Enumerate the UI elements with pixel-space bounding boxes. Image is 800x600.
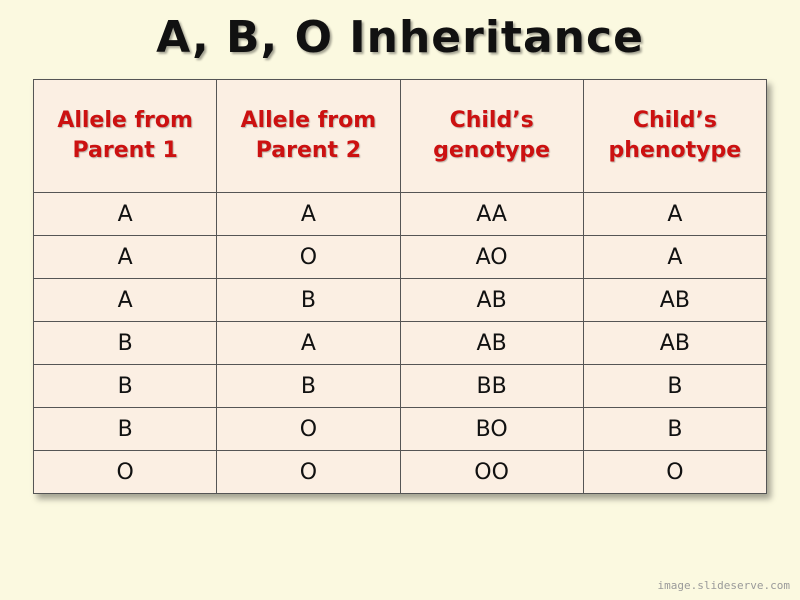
table-cell: A: [216, 192, 401, 236]
table-cell: O: [216, 450, 401, 494]
table-cell: BO: [399, 407, 584, 451]
table-cell: OO: [399, 450, 584, 494]
table-row: A B AB AB: [32, 278, 768, 322]
table-cell: B: [582, 364, 768, 408]
table-cell: A: [582, 192, 768, 236]
inheritance-table: Allele from Parent 1 Allele from Parent …: [32, 79, 768, 494]
table-cell: BB: [399, 364, 584, 408]
table-row: A O AO A: [32, 235, 768, 279]
header-line: Parent 2: [255, 138, 362, 163]
table-cell: AB: [582, 278, 768, 322]
table-row: B O BO B: [32, 407, 768, 451]
table-cell: O: [216, 407, 401, 451]
table-cell: B: [216, 278, 401, 322]
header-line: Parent 1: [72, 138, 178, 163]
table-cell: A: [32, 192, 218, 236]
table-cell: A: [32, 235, 218, 279]
table-cell: AB: [582, 321, 768, 365]
table-cell: A: [32, 278, 218, 322]
table-cell: A: [582, 235, 768, 279]
table-cell: O: [216, 235, 401, 279]
table-cell: O: [582, 450, 768, 494]
watermark: image.slideserve.com: [657, 579, 790, 592]
header-line: Allele from: [240, 108, 377, 133]
table-row: B B BB B: [32, 364, 768, 408]
header-child-phenotype: Child’s phenotype: [582, 79, 768, 193]
table-cell: B: [216, 364, 401, 408]
table-row: B A AB AB: [32, 321, 768, 365]
table-cell: AB: [399, 321, 584, 365]
header-allele-parent-1: Allele from Parent 1: [32, 79, 218, 193]
table-row: O O OO O: [32, 450, 768, 494]
header-allele-parent-2: Allele from Parent 2: [216, 79, 401, 193]
inheritance-table-container: Allele from Parent 1 Allele from Parent …: [32, 79, 768, 494]
table-header-row: Allele from Parent 1 Allele from Parent …: [32, 79, 768, 193]
table-cell: O: [32, 450, 218, 494]
header-line: Child’s: [449, 108, 534, 133]
table-row: A A AA A: [32, 192, 768, 236]
table-cell: AB: [399, 278, 584, 322]
table-cell: AO: [399, 235, 584, 279]
table-cell: AA: [399, 192, 584, 236]
page-title: A, B, O Inheritance: [156, 12, 644, 63]
table-cell: B: [32, 364, 218, 408]
table-cell: B: [582, 407, 768, 451]
table-cell: B: [32, 321, 218, 365]
header-line: Allele from: [57, 108, 193, 133]
header-child-genotype: Child’s genotype: [399, 79, 584, 193]
table-cell: A: [216, 321, 401, 365]
header-line: phenotype: [608, 138, 742, 163]
header-line: Child’s: [632, 108, 717, 133]
header-line: genotype: [433, 138, 551, 163]
table-cell: B: [32, 407, 218, 451]
